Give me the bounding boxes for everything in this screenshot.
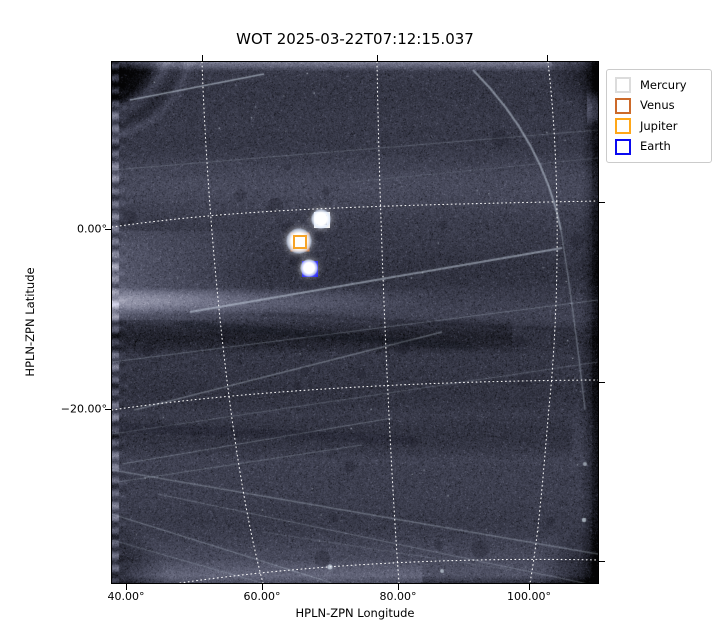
y-tick [105,409,111,410]
x-tick [262,584,263,590]
top-tick [377,55,378,61]
marker-jupiter [293,235,307,249]
planet-blob-earth [300,259,318,277]
legend-entry-venus: Venus [615,96,704,117]
top-tick [547,55,548,61]
legend-label: Venus [640,98,675,112]
x-tick [126,584,127,590]
legend-entry-mercury: Mercury [615,75,704,96]
legend-swatch-jupiter [615,118,631,135]
legend-swatch-mercury [615,77,631,94]
x-tick [398,584,399,590]
legend-label: Earth [640,139,671,153]
x-axis-label: HPLN-ZPN Longitude [295,606,415,620]
legend-entry-earth: Earth [615,137,704,158]
meridian-80° [376,62,400,583]
meridian-100° [529,62,558,583]
plot-area [111,61,599,584]
legend: Mercury Venus Jupiter Earth [606,69,712,163]
y-tick-label: 0.00° [77,222,107,236]
legend-label: Jupiter [640,118,678,133]
parallel-0° [112,200,598,228]
right-tick [599,382,605,383]
x-tick-label: 60.00° [243,590,281,603]
planet-blob-mercury [311,209,331,229]
top-tick [202,55,203,61]
sky-image-canvas [112,62,598,583]
x-tick [529,584,530,590]
planet-markers-layer [112,62,598,583]
right-tick [599,561,605,562]
y-axis-label: HPLN-ZPN Latitude [23,267,37,377]
y-tick [105,229,111,230]
x-tick-label: 100.00° [507,590,551,603]
planet-blob-venus [286,228,312,254]
legend-label: Mercury [640,77,687,92]
right-tick [599,202,605,203]
legend-entry-jupiter: Jupiter [615,116,704,137]
parallel-−40° [179,558,598,583]
parallel-−20° [112,379,598,411]
legend-swatch-earth [615,138,631,155]
legend-swatch-venus [615,97,631,114]
coordinate-grid [112,62,598,583]
x-tick-label: 40.00° [107,590,145,603]
plot-title: WOT 2025-03-22T07:12:15.037 [236,30,474,48]
x-tick-label: 80.00° [379,590,417,603]
y-tick-label: −20.00° [60,402,107,416]
